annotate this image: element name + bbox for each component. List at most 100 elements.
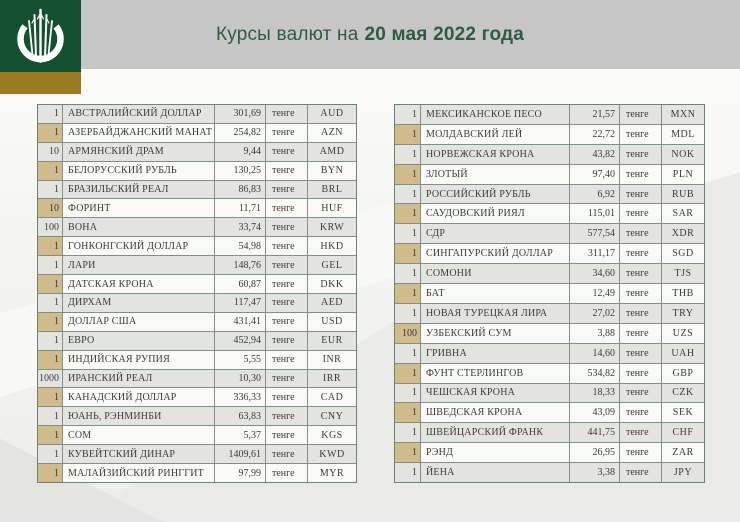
currency-code-cell: MDL — [662, 124, 704, 144]
amount-cell: 1 — [38, 388, 62, 407]
currency-name-cell: ФОРИНТ — [63, 199, 214, 218]
amount-cell: 1 — [395, 403, 420, 423]
amount-cell: 1 — [38, 180, 62, 199]
currency-name-cell: БАТ — [421, 284, 569, 303]
currency-name-cell: УЗБЕКСКИЙ СУМ — [421, 323, 569, 343]
currency-code-cell: CNY — [308, 407, 356, 426]
unit-cell: тенге — [266, 426, 307, 445]
currency-code-cell: TRY — [662, 303, 704, 323]
unit-cell: тенге — [266, 180, 307, 199]
amount-cell: 1 — [38, 275, 62, 293]
amount-cell: 1 — [395, 423, 420, 443]
currency-name-cell: ЮАНЬ, РЭНМИНБИ — [63, 407, 214, 426]
unit-cell: тенге — [620, 423, 661, 443]
currency-name-cell: ЛАРИ — [63, 256, 214, 275]
amount-cell: 1 — [395, 363, 420, 383]
unit-cell: тенге — [620, 124, 661, 144]
currency-code-cell: SAR — [662, 204, 704, 224]
currency-name-cell: АЗЕРБАЙДЖАНСКИЙ МАНАТ — [63, 123, 214, 142]
rate-cell: 43,09 — [570, 403, 619, 423]
rate-cell: 86,83 — [215, 180, 265, 199]
currency-name-cell: СДР — [421, 224, 569, 244]
rate-cell: 534,82 — [570, 363, 619, 383]
amount-cell: 1 — [38, 237, 62, 256]
amount-cell: 1 — [38, 464, 62, 482]
rate-cell: 18,33 — [570, 383, 619, 403]
amount-cell: 1 — [395, 184, 420, 204]
logo-gold-strip — [0, 72, 81, 94]
currency-name-cell: ГРИВНА — [421, 343, 569, 363]
amount-cell: 1 — [395, 105, 420, 124]
currency-code-cell: NOK — [662, 144, 704, 164]
unit-cell: тенге — [620, 105, 661, 124]
currency-name-cell: ДИРХАМ — [63, 293, 214, 312]
currency-code-cell: MYR — [308, 464, 356, 482]
rate-cell: 97,99 — [215, 464, 265, 482]
rate-cell: 60,87 — [215, 275, 265, 293]
header: Курсы валют на 20 мая 2022 года — [0, 0, 740, 69]
amount-cell: 1 — [395, 443, 420, 463]
unit-cell: тенге — [620, 303, 661, 323]
currency-name-cell: ИНДИЙСКАЯ РУПИЯ — [63, 350, 214, 369]
rate-cell: 6,92 — [570, 184, 619, 204]
rate-cell: 12,49 — [570, 284, 619, 303]
currency-code-cell: ZAR — [662, 443, 704, 463]
rate-cell: 43,82 — [570, 144, 619, 164]
currency-code-cell: RUB — [662, 184, 704, 204]
unit-cell: тенге — [620, 343, 661, 363]
unit-cell: тенге — [620, 284, 661, 303]
currency-name-cell: ЗЛОТЫЙ — [421, 164, 569, 184]
rate-cell: 54,98 — [215, 237, 265, 256]
currency-code-cell: HUF — [308, 199, 356, 218]
currency-code-cell: INR — [308, 350, 356, 369]
currency-name-cell: СОМОНИ — [421, 264, 569, 284]
currency-name-cell: КАНАДСКИЙ ДОЛЛАР — [63, 388, 214, 407]
currency-code-cell: EUR — [308, 331, 356, 350]
rate-cell: 441,75 — [570, 423, 619, 443]
rate-cell: 27,02 — [570, 303, 619, 323]
rate-cell: 21,57 — [570, 105, 619, 124]
amount-cell: 1 — [395, 303, 420, 323]
amount-cell: 1 — [38, 331, 62, 350]
unit-cell: тенге — [620, 184, 661, 204]
unit-cell: тенге — [620, 204, 661, 224]
rates-table-left: 1 АВСТРАЛИЙСКИЙ ДОЛЛАР 301,69 тенге AUD 1 АЗЕР… — [37, 104, 357, 483]
rate-cell: 9,44 — [215, 142, 265, 161]
amount-cell: 1 — [38, 426, 62, 445]
unit-cell: тенге — [620, 443, 661, 463]
unit-cell: тенге — [266, 388, 307, 407]
amount-cell: 1 — [38, 105, 62, 123]
unit-cell: тенге — [620, 264, 661, 284]
amount-cell: 1000 — [38, 369, 62, 388]
currency-code-cell: DKK — [308, 275, 356, 293]
currency-code-cell: PLN — [662, 164, 704, 184]
title-date: 20 мая 2022 года — [364, 23, 525, 45]
currency-name-cell: ИРАНСКИЙ РЕАЛ — [63, 369, 214, 388]
currency-name-cell: МОЛДАВСКИЙ ЛЕЙ — [421, 124, 569, 144]
unit-cell: тенге — [620, 323, 661, 343]
currency-code-cell: CZK — [662, 383, 704, 403]
rate-cell: 5,55 — [215, 350, 265, 369]
unit-cell: тенге — [266, 407, 307, 426]
currency-name-cell: АВСТРАЛИЙСКИЙ ДОЛЛАР — [63, 105, 214, 123]
amount-cell: 100 — [38, 218, 62, 237]
unit-cell: тенге — [620, 463, 661, 482]
currency-code-cell: BYN — [308, 161, 356, 180]
currency-code-cell: CAD — [308, 388, 356, 407]
amount-cell: 1 — [38, 445, 62, 464]
rate-cell: 301,69 — [215, 105, 265, 123]
currency-code-cell: SGD — [662, 244, 704, 264]
amount-cell: 1 — [395, 164, 420, 184]
currency-name-cell: САУДОВСКИЙ РИЯЛ — [421, 204, 569, 224]
currency-code-cell: XDR — [662, 224, 704, 244]
rate-cell: 14,60 — [570, 343, 619, 363]
currency-name-cell: ГОНКОНГСКИЙ ДОЛЛАР — [63, 237, 214, 256]
rate-cell: 254,82 — [215, 123, 265, 142]
currency-name-cell: ШВЕЙЦАРСКИЙ ФРАНК — [421, 423, 569, 443]
currency-name-cell: БРАЗИЛЬСКИЙ РЕАЛ — [63, 180, 214, 199]
amount-cell: 1 — [38, 256, 62, 275]
currency-code-cell: GBP — [662, 363, 704, 383]
rate-cell: 22,72 — [570, 124, 619, 144]
amount-cell: 1 — [395, 244, 420, 264]
currency-code-cell: HKD — [308, 237, 356, 256]
